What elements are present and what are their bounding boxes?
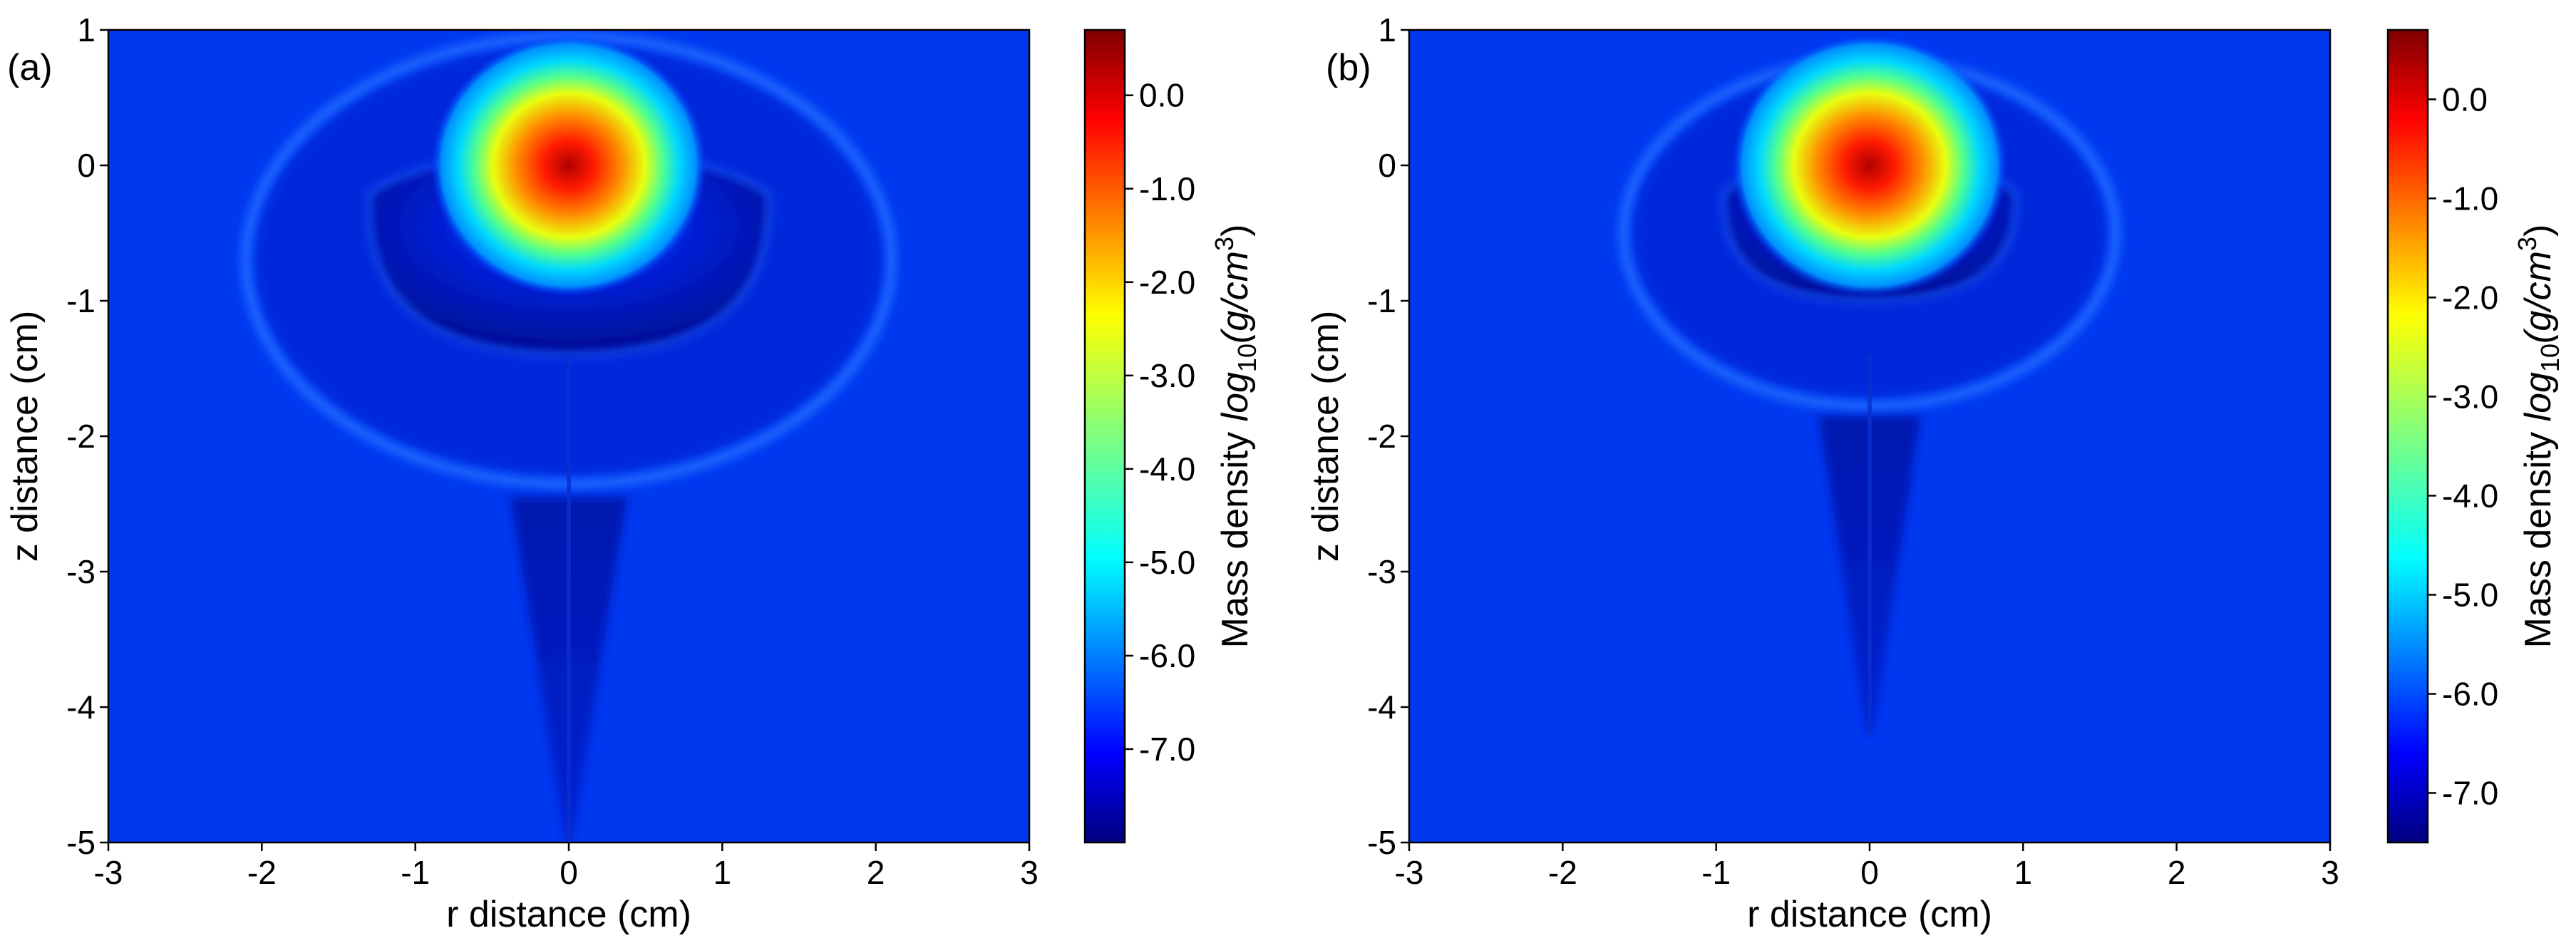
colorbar-label: Mass density log10(g/cm3) [2513, 225, 2565, 649]
y-tick-label: -2 [66, 418, 96, 455]
colorbar-tick-label: -7.0 [1139, 731, 1195, 768]
colorbar: 0.0 -1.0 -2.0 -3.0 -4.0 -5.0 -6.0 -7.0 Mass dens… [2386, 29, 2565, 844]
y-tick-label: 0 [1378, 147, 1396, 184]
colorbar-tick-label: -2.0 [2442, 279, 2498, 316]
y-tick-label: -3 [66, 553, 96, 590]
colorbar-tick-label: -5.0 [2442, 576, 2498, 613]
colorbar: 0.0 -1.0 -2.0 -3.0 -4.0 -5.0 -6.0 -7.0 Mass dens… [1083, 29, 1262, 844]
colorbar-tick-label: -1.0 [2442, 180, 2498, 217]
y-axis-label: z distance (cm) [1305, 311, 1346, 562]
colorbar-gradient [2386, 29, 2429, 844]
x-tick-label: -3 [94, 854, 123, 891]
colorbar-tick-label: 0.0 [1139, 77, 1185, 114]
panel-b: -3 -2 -1 0 1 2 3 1 0 -1 -2 -3 -4 -5 r distance (cm) z d… [1305, 11, 2565, 935]
colorbar-tick-label: -2.0 [1139, 264, 1195, 301]
y-tick-label: 0 [77, 147, 96, 184]
x-tick-label: 1 [2014, 854, 2033, 891]
x-tick-label: -1 [401, 854, 430, 891]
x-tick-label: 0 [560, 854, 578, 891]
y-tick-label: -3 [1367, 553, 1396, 590]
colorbar-tick-label: 0.0 [2442, 81, 2488, 118]
y-tick-label: -5 [1367, 824, 1396, 861]
x-tick-label: -2 [1548, 854, 1577, 891]
y-tick-label: 1 [77, 11, 96, 48]
x-tick-label: 2 [867, 854, 885, 891]
dense-core [1731, 34, 2008, 297]
colorbar-tick-label: -6.0 [1139, 637, 1195, 674]
panel-a: -3 -2 -1 0 1 2 3 1 0 -1 -2 -3 -4 -5 r distance (cm) z d… [4, 11, 1262, 935]
colorbar-tick-label: -7.0 [2442, 774, 2498, 811]
y-tick-label: -4 [1367, 689, 1396, 726]
x-tick-label: 3 [1020, 854, 1039, 891]
x-tick-label: 2 [2168, 854, 2186, 891]
y-tick-label: -2 [1367, 418, 1396, 455]
x-axis-label: r distance (cm) [1747, 894, 1992, 935]
dense-core [431, 34, 707, 297]
x-axis-label: r distance (cm) [446, 894, 691, 935]
y-tick-label: -5 [66, 824, 96, 861]
colorbar-tick-label: -4.0 [1139, 450, 1195, 488]
colorbar-tick-label: -1.0 [1139, 170, 1195, 207]
x-tick-label: 3 [2321, 854, 2339, 891]
x-tick-label: -3 [1395, 854, 1424, 891]
x-tick-label: -2 [247, 854, 277, 891]
x-tick-label: -1 [1701, 854, 1731, 891]
colorbar-tick-label: -3.0 [1139, 357, 1195, 394]
panel-label: (a) [7, 47, 53, 88]
y-tick-label: -4 [66, 689, 96, 726]
colorbar-tick-label: -3.0 [2442, 378, 2498, 415]
x-tick-label: 0 [1860, 854, 1879, 891]
density-field [1409, 30, 2330, 843]
colorbar-tick-label: -5.0 [1139, 544, 1195, 581]
x-tick-label: 1 [713, 854, 732, 891]
density-field [108, 30, 1029, 843]
panel-label: (b) [1326, 47, 1371, 88]
colorbar-label: Mass density log10(g/cm3) [1210, 225, 1262, 649]
colorbar-tick-label: -6.0 [2442, 675, 2498, 712]
colorbar-gradient [1083, 29, 1126, 844]
colorbar-tick-label: -4.0 [2442, 477, 2498, 514]
y-tick-label: 1 [1378, 11, 1396, 48]
y-tick-label: -1 [1367, 282, 1396, 319]
y-tick-label: -1 [66, 282, 96, 319]
y-axis-label: z distance (cm) [4, 311, 46, 562]
